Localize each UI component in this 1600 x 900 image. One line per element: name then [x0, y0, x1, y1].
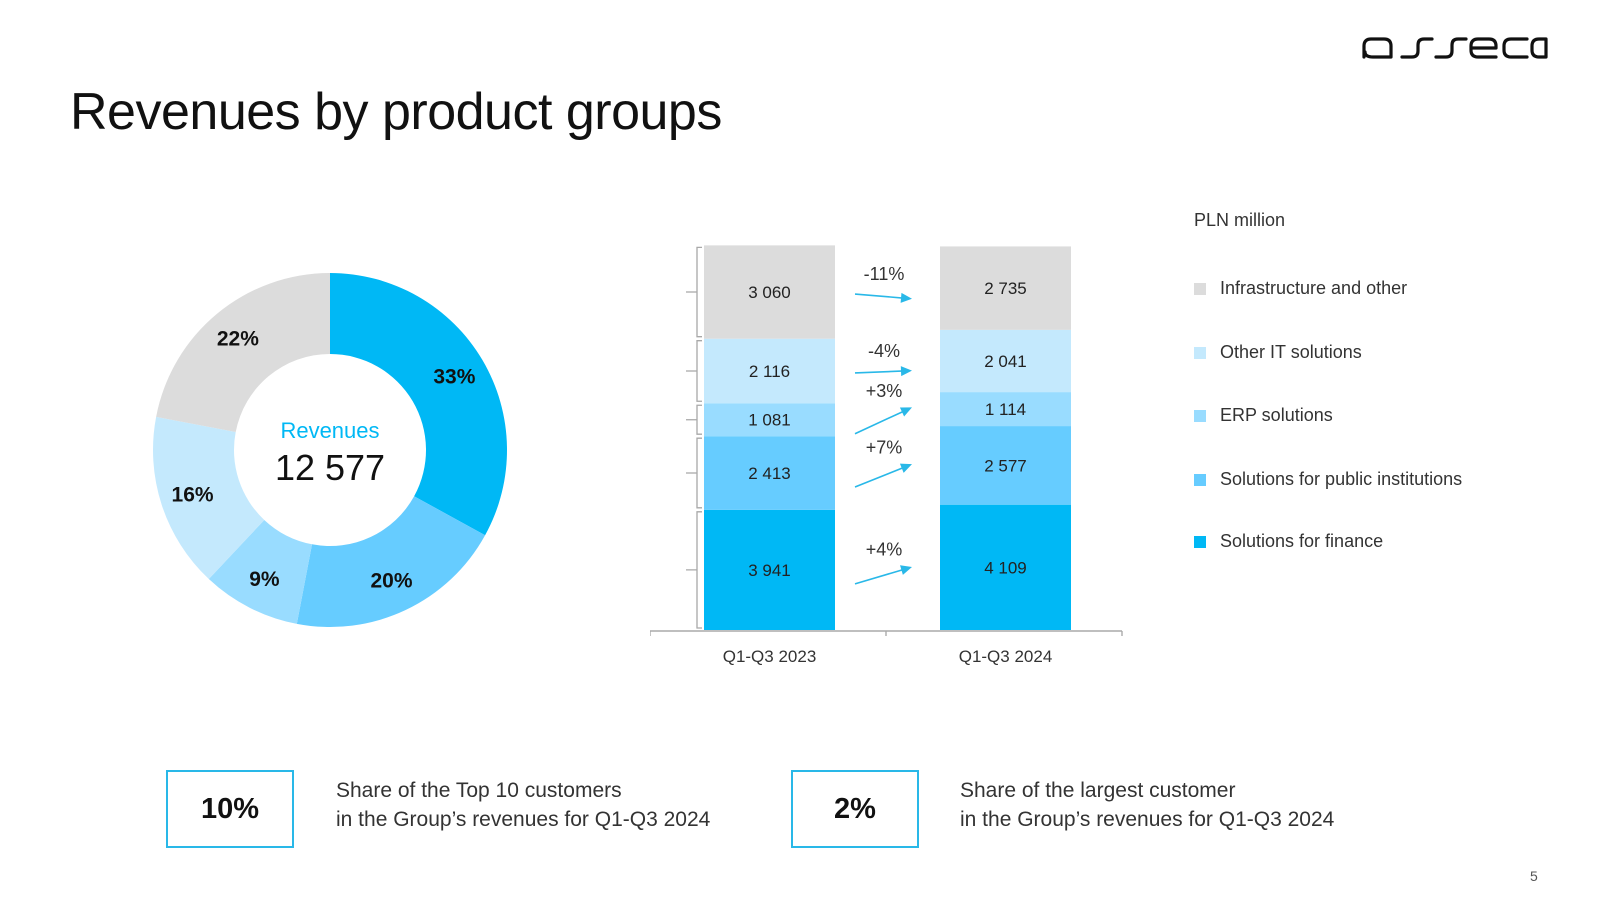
legend-item-other-it: Other IT solutions	[1194, 342, 1362, 363]
page-title: Revenues by product groups	[70, 83, 722, 141]
segment-bracket	[686, 511, 702, 629]
stacked-bar-chart: 3 941 2 413 1 081 2 116 3 060 Q1-Q3 2023 4 109…	[650, 245, 1123, 666]
bar-segment	[704, 403, 835, 437]
legend-swatch	[1194, 346, 1206, 359]
donut-chart: 33% 20% 9% 16% 22% Revenues 12 577	[153, 273, 508, 627]
change-arrow	[854, 370, 905, 374]
x-axis	[650, 630, 1123, 636]
change-label: -11%	[864, 264, 905, 284]
kpi-largest-value: 2%	[791, 770, 919, 848]
x-tick-label: Q1-Q3 2023	[723, 647, 817, 666]
change-arrow	[854, 410, 905, 435]
donut-slice-label: 16%	[172, 484, 214, 507]
bar-value-label: 2 041	[984, 352, 1027, 371]
change-arrowhead	[900, 292, 912, 303]
legend-label: ERP solutions	[1220, 405, 1333, 425]
donut-slice-label: 20%	[371, 570, 413, 593]
page-number: 5	[1530, 868, 1538, 884]
donut-slice	[156, 273, 330, 433]
donut-slice	[330, 273, 508, 536]
kpi-largest-description: Share of the largest customer in the Gro…	[960, 776, 1334, 834]
bar-segment	[704, 338, 835, 404]
legend-swatch	[1194, 282, 1206, 295]
legend-swatch	[1194, 535, 1206, 548]
change-label: +4%	[866, 539, 903, 559]
segment-bracket	[686, 340, 702, 402]
legend-swatch	[1194, 473, 1206, 486]
bar-value-label: 2 413	[748, 464, 791, 483]
change-arrowhead	[900, 366, 912, 377]
change-arrowhead	[899, 407, 912, 417]
bar-segment	[940, 504, 1071, 630]
legend-label: Solutions for finance	[1220, 531, 1384, 551]
x-tick-label: Q1-Q3 2024	[959, 647, 1053, 666]
donut-center-label: Revenues	[280, 418, 379, 443]
kpi-top10-description: Share of the Top 10 customers in the Gro…	[336, 776, 710, 834]
donut-slice-label: 9%	[249, 568, 280, 591]
change-arrow	[854, 293, 905, 299]
legend-label: Solutions for public institutions	[1220, 469, 1463, 489]
change-label: +3%	[866, 381, 903, 401]
legend-item-finance: Solutions for finance	[1194, 531, 1383, 552]
unit-label: PLN million	[1194, 210, 1286, 230]
bar-segment	[940, 329, 1071, 393]
change-arrowhead	[899, 463, 912, 473]
bar-segment	[704, 245, 835, 339]
bar-value-label: 1 081	[748, 411, 791, 430]
kpi-line: in the Group’s revenues for Q1-Q3 2024	[336, 808, 711, 831]
donut-slice-label: 22%	[217, 328, 259, 351]
bar-value-label: 1 114	[985, 400, 1026, 419]
legend-swatch	[1194, 409, 1206, 422]
change-label: +7%	[866, 437, 903, 457]
legend-item-erp: ERP solutions	[1194, 405, 1333, 426]
bar-segment	[940, 426, 1071, 505]
kpi-line: Share of the Top 10 customers	[336, 779, 622, 802]
change-arrowhead	[900, 565, 912, 575]
bar-value-label: 2 577	[984, 456, 1027, 475]
segment-bracket	[686, 246, 702, 338]
donut-slice	[208, 519, 313, 624]
bar-segment	[940, 246, 1071, 330]
kpi-line: Share of the largest customer	[960, 779, 1236, 802]
change-label: -4%	[868, 341, 900, 361]
bar-segment	[940, 392, 1071, 427]
bar-segment	[704, 509, 835, 630]
bar-segment	[704, 436, 835, 510]
kpi-line: in the Group’s revenues for Q1-Q3 2024	[960, 808, 1335, 831]
bar-value-label: 2 735	[984, 279, 1027, 298]
donut-slice	[296, 496, 486, 627]
legend-label: Other IT solutions	[1220, 342, 1362, 362]
donut-center-value: 12 577	[275, 447, 385, 488]
bar-value-label: 2 116	[749, 362, 790, 381]
donut-slice-label: 33%	[433, 365, 475, 388]
bar-value-label: 3 941	[748, 561, 791, 580]
segment-bracket	[686, 437, 702, 509]
bar-value-label: 3 060	[748, 283, 791, 302]
change-arrow	[854, 466, 905, 488]
donut-slice	[153, 416, 265, 580]
bar-value-label: 4 109	[984, 558, 1027, 577]
legend-item-public: Solutions for public institutions	[1194, 469, 1462, 490]
change-arrow	[854, 568, 905, 585]
kpi-top10-value: 10%	[166, 770, 294, 848]
legend-item-infrastructure: Infrastructure and other	[1194, 278, 1407, 299]
segment-bracket	[686, 404, 702, 435]
asseco-logo	[1362, 37, 1548, 59]
legend-label: Infrastructure and other	[1220, 278, 1408, 298]
